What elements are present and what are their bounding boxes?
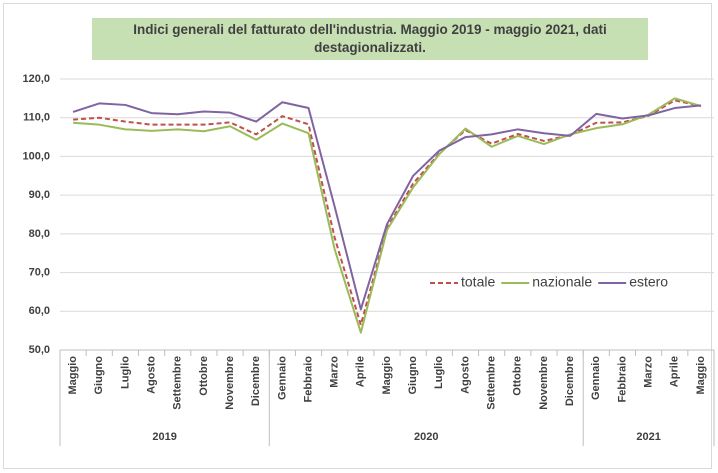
legend-label: estero	[629, 274, 668, 290]
y-tick-label: 80,0	[29, 228, 50, 240]
x-tick-label: Dicembre	[564, 356, 576, 406]
y-tick-label: 60,0	[29, 305, 50, 317]
x-tick-label: Febbraio	[616, 356, 628, 403]
x-tick-label: Giugno	[407, 356, 419, 395]
x-tick-label: Febbraio	[302, 356, 314, 403]
x-tick-label: Marzo	[643, 356, 655, 388]
legend-label: totale	[461, 274, 495, 290]
x-tick-label: Marzo	[329, 356, 341, 388]
y-tick-label: 100,0	[22, 150, 50, 162]
x-group-label: 2019	[152, 431, 176, 443]
y-tick-label: 50,0	[29, 344, 50, 356]
x-tick-label: Maggio	[695, 356, 707, 395]
x-tick-label: Gennaio	[590, 356, 602, 400]
y-tick-label: 90,0	[29, 189, 50, 201]
x-tick-label: Gennaio	[276, 356, 288, 400]
series-line	[72, 101, 702, 311]
x-tick-label: Novembre	[538, 356, 550, 410]
x-tick-label: Maggio	[381, 356, 393, 395]
series-line	[73, 97, 702, 334]
y-tick-label: 110,0	[23, 112, 50, 124]
x-tick-label: Agosto	[145, 356, 157, 394]
x-group-label: 2021	[636, 431, 660, 443]
x-tick-label: Giugno	[93, 356, 105, 395]
x-tick-label: Ottobre	[512, 356, 524, 396]
x-tick-label: Settembre	[486, 356, 498, 410]
x-tick-label: Ottobre	[198, 356, 210, 396]
x-tick-label: Novembre	[224, 356, 236, 410]
x-tick-label: Luglio	[433, 356, 445, 389]
x-tick-label: Aprile	[355, 356, 367, 387]
y-tick-label: 120,0	[22, 73, 50, 85]
x-tick-label: Aprile	[669, 356, 681, 387]
chart-border	[3, 3, 712, 469]
x-tick-label: Agosto	[459, 356, 471, 394]
y-tick-label: 70,0	[29, 266, 50, 278]
chart-title: Indici generali del fatturato dell'indus…	[92, 18, 648, 60]
x-group-label: 2020	[414, 431, 438, 443]
x-tick-label: Luglio	[119, 356, 131, 389]
legend-label: nazionale	[532, 274, 592, 290]
x-tick-label: Maggio	[67, 356, 79, 395]
x-tick-label: Dicembre	[250, 356, 262, 406]
series-line	[73, 99, 702, 326]
x-tick-label: Settembre	[172, 356, 184, 410]
